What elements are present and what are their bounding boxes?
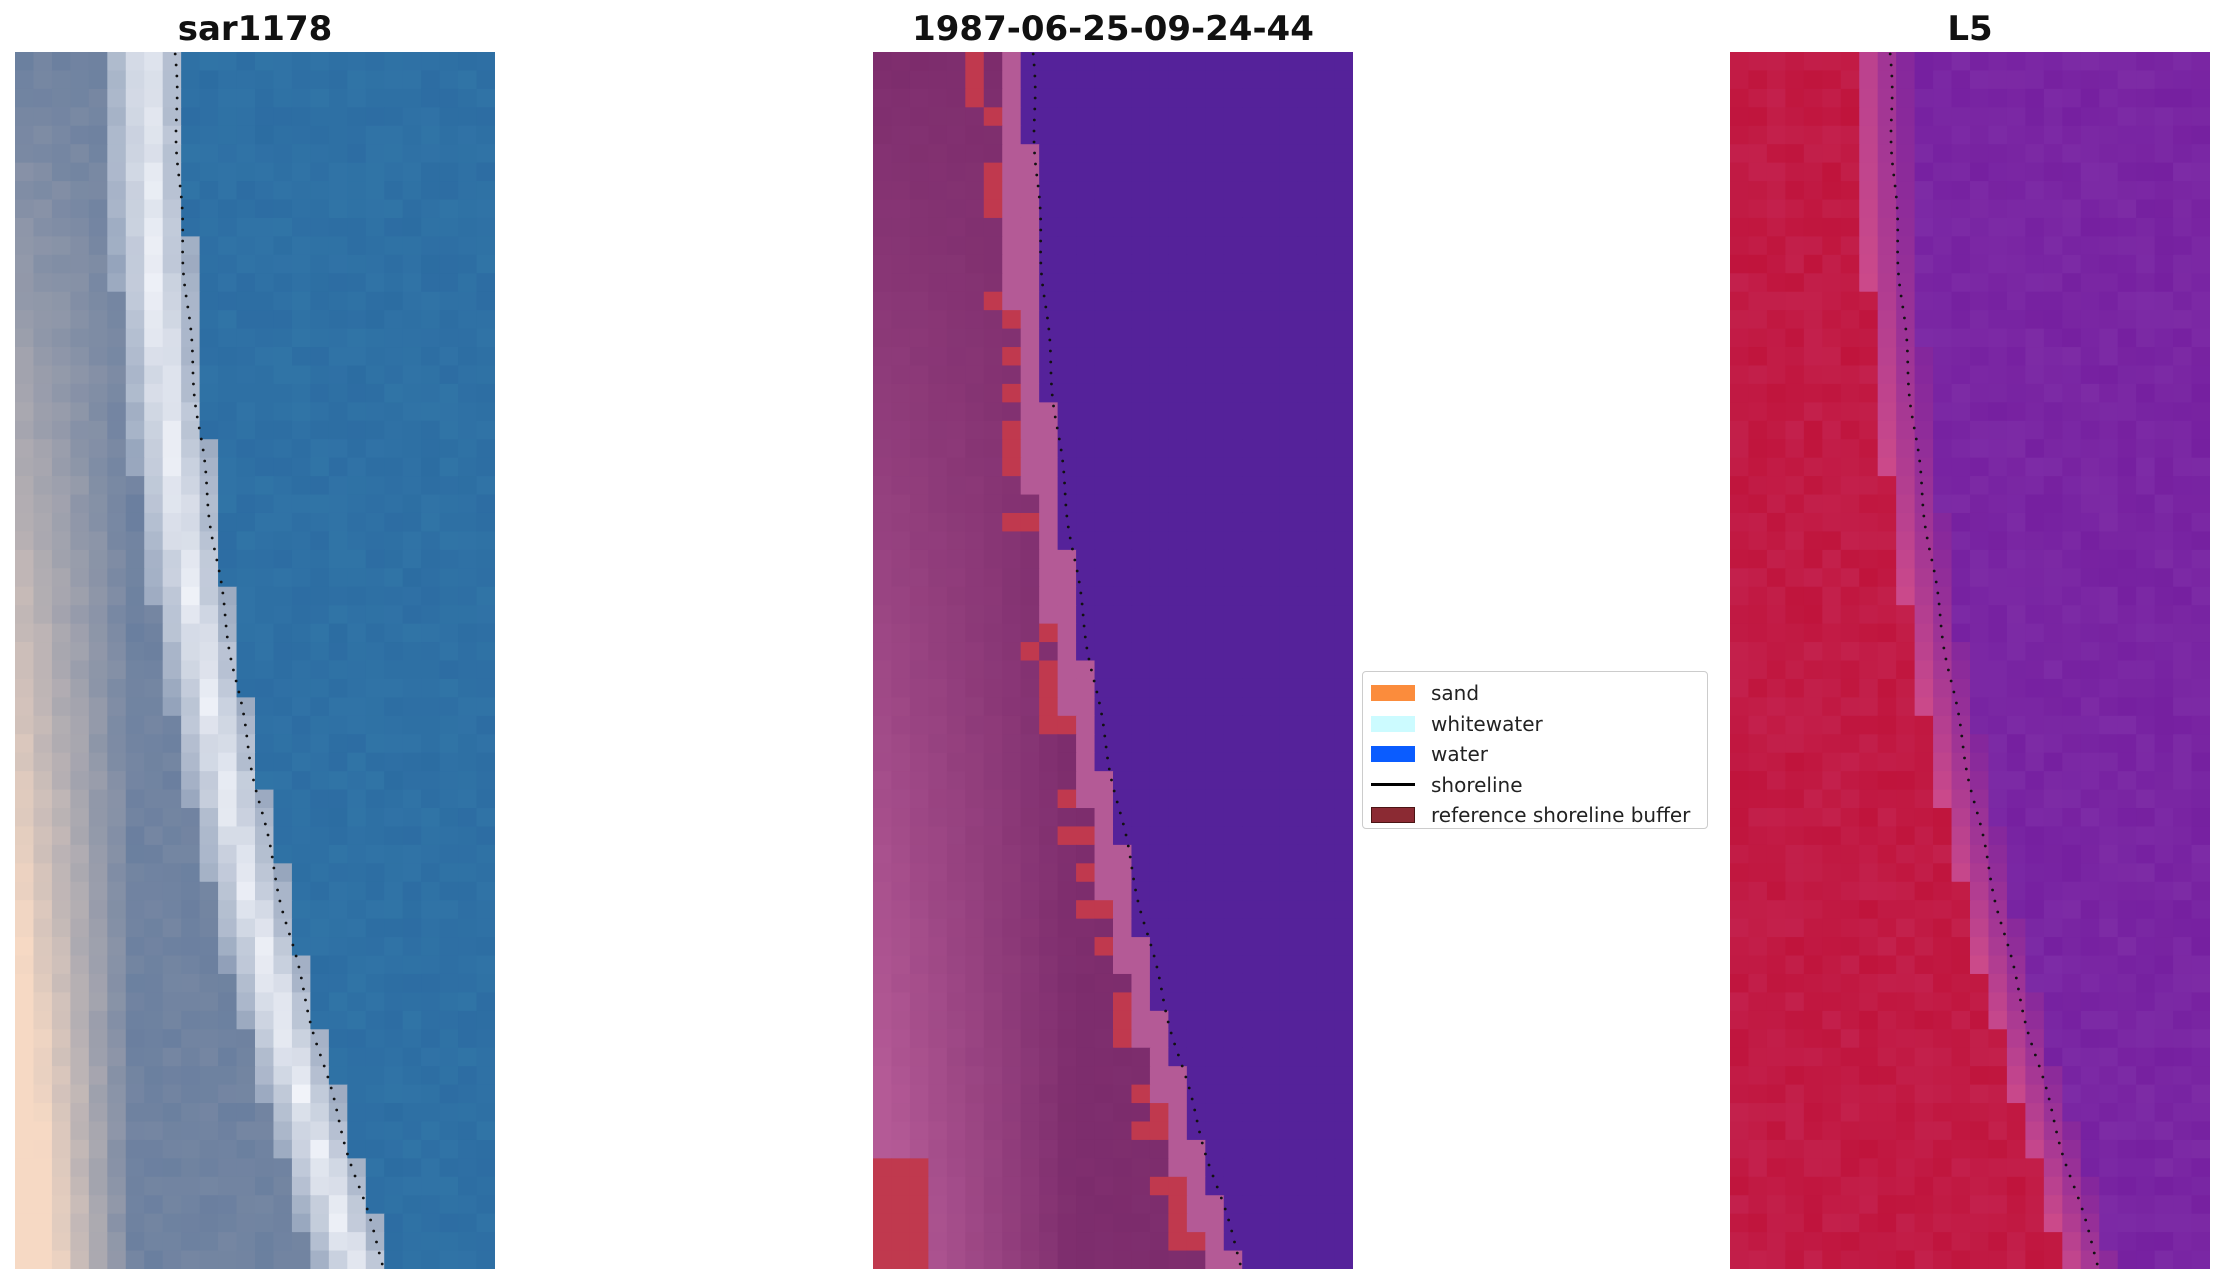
legend-item-reference-shoreline-buffer: reference shoreline buffer xyxy=(1371,800,1699,831)
classified-image xyxy=(873,52,1353,1269)
classified-pixels xyxy=(873,52,1353,1269)
shoreline-dots xyxy=(173,52,384,1266)
index-image xyxy=(1730,52,2210,1269)
shoreline-dots xyxy=(1888,52,2099,1266)
classified-image-panel xyxy=(873,52,1353,1269)
rgb-image-panel xyxy=(15,52,495,1269)
rgb-image xyxy=(15,52,495,1269)
legend-item-whitewater: whitewater xyxy=(1371,709,1699,740)
panel-title-classified: 1987-06-25-09-24-44 xyxy=(912,9,1314,49)
index-pixels xyxy=(1730,52,2210,1269)
legend-label-reference-shoreline-buffer: reference shoreline buffer xyxy=(1431,803,1691,828)
legend-item-sand: sand xyxy=(1371,678,1699,709)
shoreline-dots xyxy=(1031,52,1242,1266)
legend-swatch-water xyxy=(1371,746,1415,763)
legend-label-water: water xyxy=(1431,742,1488,767)
legend-swatch-shoreline xyxy=(1371,783,1415,787)
rgb-pixels xyxy=(15,52,495,1269)
legend-swatch-reference-shoreline-buffer xyxy=(1371,807,1415,824)
legend-item-shoreline: shoreline xyxy=(1371,770,1699,801)
legend-label-sand: sand xyxy=(1431,681,1480,706)
panel-title-rgb: sar1178 xyxy=(177,9,333,49)
legend: sand whitewater water shoreline referenc… xyxy=(1362,671,1708,829)
legend-swatch-sand xyxy=(1371,685,1415,702)
legend-label-whitewater: whitewater xyxy=(1431,711,1543,736)
legend-swatch-whitewater xyxy=(1371,715,1415,732)
index-image-panel xyxy=(1730,52,2210,1269)
legend-item-water: water xyxy=(1371,739,1699,770)
legend-label-shoreline: shoreline xyxy=(1431,772,1523,797)
panel-title-index: L5 xyxy=(1947,9,1993,49)
